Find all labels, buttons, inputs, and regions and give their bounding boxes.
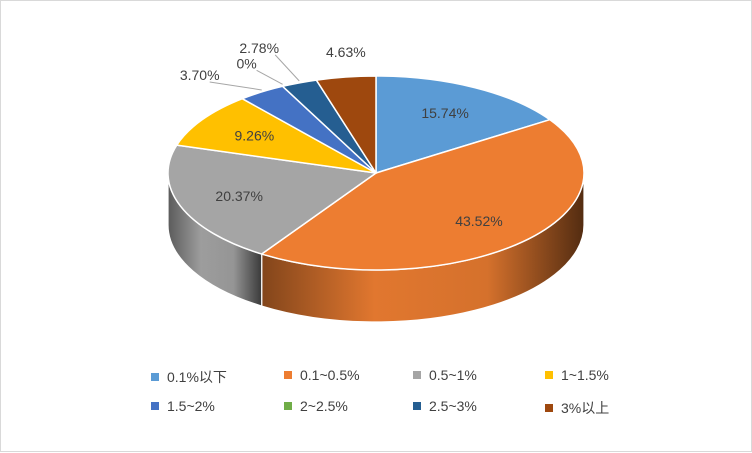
legend-item: 0.1%以下 xyxy=(151,367,227,387)
legend-item: 2~2.5% xyxy=(284,398,348,414)
data-label-2: 20.37% xyxy=(215,188,262,204)
legend-item: 1~1.5% xyxy=(545,367,609,383)
legend-swatch xyxy=(545,404,553,412)
legend-swatch xyxy=(413,402,421,410)
data-labels: 15.74% 43.52% 20.37% 9.26% 3.70% 0%2.78% 4.63% xyxy=(180,40,503,229)
legend-swatch xyxy=(151,402,159,410)
data-label-0: 15.74% xyxy=(421,105,468,121)
leader-line-5 xyxy=(256,69,283,85)
leader-line-6 xyxy=(274,54,300,82)
legend-item: 0.5~1% xyxy=(413,367,477,383)
legend-label: 1~1.5% xyxy=(561,367,609,383)
legend-swatch xyxy=(413,371,421,379)
data-label-5: 0% xyxy=(237,55,257,71)
data-label-4: 3.70% xyxy=(180,67,220,83)
data-label-7: 4.63% xyxy=(326,44,366,60)
leader-line-4 xyxy=(209,81,262,91)
legend-label: 2.5~3% xyxy=(429,398,477,414)
pie-slice-7 xyxy=(315,75,377,174)
pie-slice-3 xyxy=(175,97,377,174)
legend-item: 2.5~3% xyxy=(413,398,477,414)
legend-item: 1.5~2% xyxy=(151,398,215,414)
pie-slice-2 xyxy=(167,144,377,255)
pie-top xyxy=(167,75,585,271)
legend-label: 0.1~0.5% xyxy=(300,367,360,383)
legend-swatch xyxy=(284,371,292,379)
pie-slice-0 xyxy=(375,75,551,174)
leader-lines xyxy=(209,54,300,91)
data-label-3: 9.26% xyxy=(235,128,275,144)
legend-swatch xyxy=(151,373,159,381)
data-label-1: 43.52% xyxy=(455,213,502,229)
legend-label: 1.5~2% xyxy=(167,398,215,414)
legend-item: 0.1~0.5% xyxy=(284,367,360,383)
pie-slice-1 xyxy=(260,118,585,271)
legend-label: 0.5~1% xyxy=(429,367,477,383)
legend-label: 0.1%以下 xyxy=(167,369,227,385)
data-label-6: 2.78% xyxy=(239,40,279,56)
legend-swatch xyxy=(284,402,292,410)
legend-item: 3%以上 xyxy=(545,398,609,418)
legend-label: 3%以上 xyxy=(561,400,610,416)
legend-label: 2~2.5% xyxy=(300,398,348,414)
legend-swatch xyxy=(545,371,553,379)
